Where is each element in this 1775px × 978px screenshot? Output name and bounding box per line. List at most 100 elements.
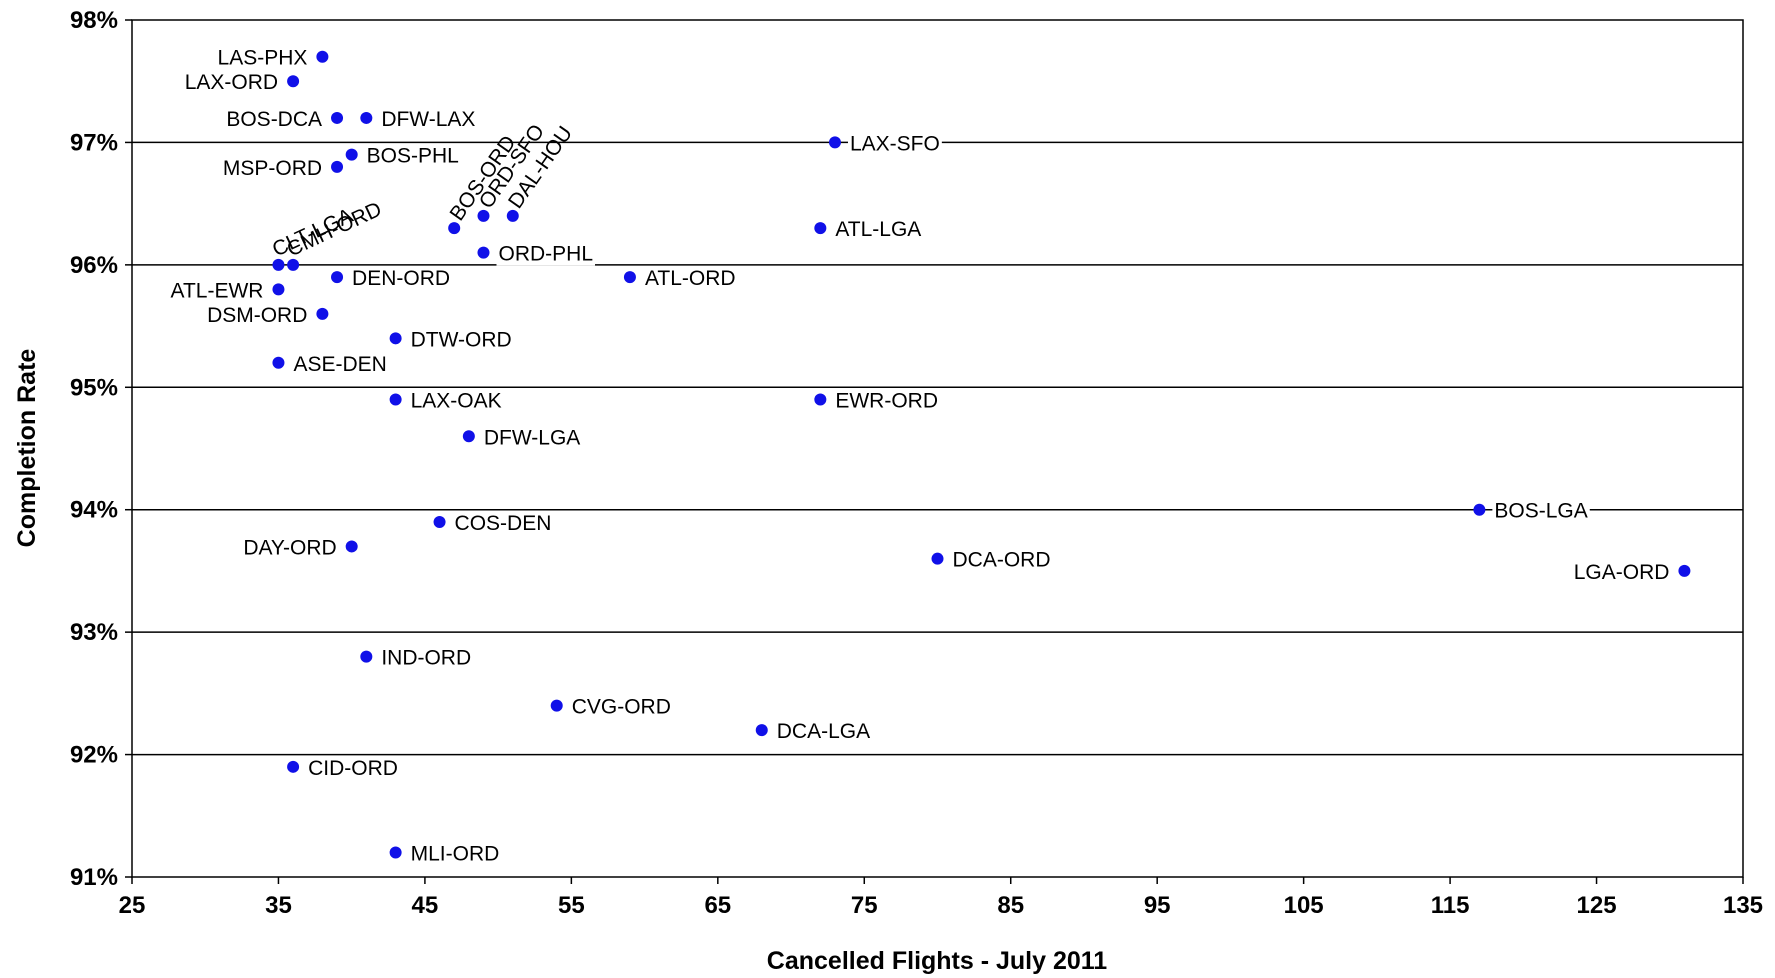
label-background	[774, 720, 873, 744]
point-label: ATL-ORD	[645, 267, 736, 290]
label-background	[306, 756, 400, 780]
point-label: LAX-OAK	[411, 390, 502, 413]
point-label: DEN-ORD	[352, 267, 450, 290]
point-label: DFW-LAX	[381, 108, 475, 131]
label-background	[379, 646, 474, 670]
y-axis-title: Completion Rate	[13, 349, 41, 548]
x-tick-label: 95	[1144, 892, 1171, 919]
point-label: DTW-ORD	[411, 328, 512, 351]
x-axis-title: Cancelled Flights - July 2011	[767, 947, 1108, 975]
data-point	[477, 209, 490, 222]
data-point	[360, 650, 373, 663]
data-point	[828, 136, 841, 149]
label-background	[168, 279, 266, 303]
y-tick-label: 94%	[70, 497, 118, 524]
label-background	[642, 267, 738, 291]
label-background	[291, 352, 389, 376]
point-label: BOS-DCA	[226, 108, 322, 131]
label-background	[241, 536, 339, 560]
y-tick-label: 95%	[70, 374, 118, 401]
point-label: DFW-LGA	[484, 426, 580, 449]
y-tick-label: 96%	[70, 252, 118, 279]
label-background	[950, 548, 1053, 572]
y-tick-label: 91%	[70, 864, 118, 891]
y-tick-label: 92%	[70, 742, 118, 769]
data-point	[623, 271, 636, 284]
y-axis-ticks: 91% 92% 93% 94% 95% 96% 97% 98%	[70, 7, 132, 891]
point-label: DCA-LGA	[777, 720, 870, 743]
x-tick-label: 85	[997, 892, 1024, 919]
data-point	[814, 222, 827, 235]
y-tick-label: 97%	[70, 129, 118, 156]
label-background	[220, 156, 325, 180]
x-tick-label: 75	[851, 892, 878, 919]
point-label: ASE-DEN	[293, 353, 386, 376]
y-tick-label: 98%	[70, 7, 118, 34]
label-background	[1571, 560, 1672, 584]
data-points	[272, 50, 1691, 859]
point-label: ATL-LGA	[835, 218, 921, 241]
y-tick-label: 93%	[70, 619, 118, 646]
label-background	[452, 511, 554, 535]
x-axis-ticks: 25 35 45 55 65 75 85 95 105 115 125 135	[119, 877, 1763, 919]
data-point	[287, 75, 300, 88]
data-point	[316, 50, 329, 63]
data-point	[1473, 503, 1486, 516]
point-label: LAX-ORD	[185, 71, 278, 94]
label-background	[379, 107, 478, 131]
point-label: ORD-PHL	[498, 243, 593, 266]
label-background	[569, 695, 673, 719]
label-background	[408, 328, 514, 352]
point-label: COS-DEN	[455, 512, 552, 535]
data-point	[360, 111, 373, 124]
data-point	[331, 111, 344, 124]
point-label: BOS-PHL	[367, 145, 459, 168]
point-label: LAX-SFO	[850, 132, 940, 155]
x-tick-label: 135	[1723, 892, 1763, 919]
x-tick-label: 55	[558, 892, 585, 919]
data-point	[316, 307, 329, 320]
data-point	[814, 393, 827, 406]
data-point	[331, 160, 344, 173]
label-background	[408, 842, 502, 866]
point-label: DAY-ORD	[243, 536, 336, 559]
x-tick-label: 25	[119, 892, 146, 919]
label-background	[833, 389, 940, 413]
label-background	[496, 242, 596, 266]
label-background	[224, 107, 325, 131]
label-background	[350, 267, 453, 291]
data-point	[1678, 564, 1691, 577]
data-point	[331, 271, 344, 284]
x-tick-label: 105	[1284, 892, 1324, 919]
data-point	[389, 393, 402, 406]
label-background	[408, 389, 504, 413]
data-point	[550, 699, 563, 712]
x-tick-label: 45	[412, 892, 439, 919]
data-point	[272, 283, 285, 296]
x-tick-label: 65	[704, 892, 731, 919]
point-label: MSP-ORD	[223, 157, 322, 180]
data-point	[272, 258, 285, 271]
label-background	[364, 144, 461, 168]
data-point	[448, 222, 461, 235]
label-background	[215, 46, 310, 70]
point-label: CID-ORD	[308, 757, 398, 780]
data-point	[345, 148, 358, 161]
data-point	[287, 760, 300, 773]
x-tick-label: 115	[1431, 892, 1470, 919]
point-label: DSM-ORD	[207, 304, 307, 327]
point-label: LAS-PHX	[218, 47, 308, 70]
point-label: CVG-ORD	[572, 696, 671, 719]
data-point	[931, 552, 944, 565]
data-point	[389, 846, 402, 859]
data-point	[506, 209, 519, 222]
label-background	[847, 132, 942, 156]
point-label: EWR-ORD	[835, 390, 938, 413]
point-label: MLI-ORD	[411, 843, 500, 866]
point-label: LGA-ORD	[1574, 561, 1670, 584]
data-point	[477, 246, 490, 259]
plot-frame	[131, 19, 1744, 878]
label-background	[833, 218, 924, 242]
